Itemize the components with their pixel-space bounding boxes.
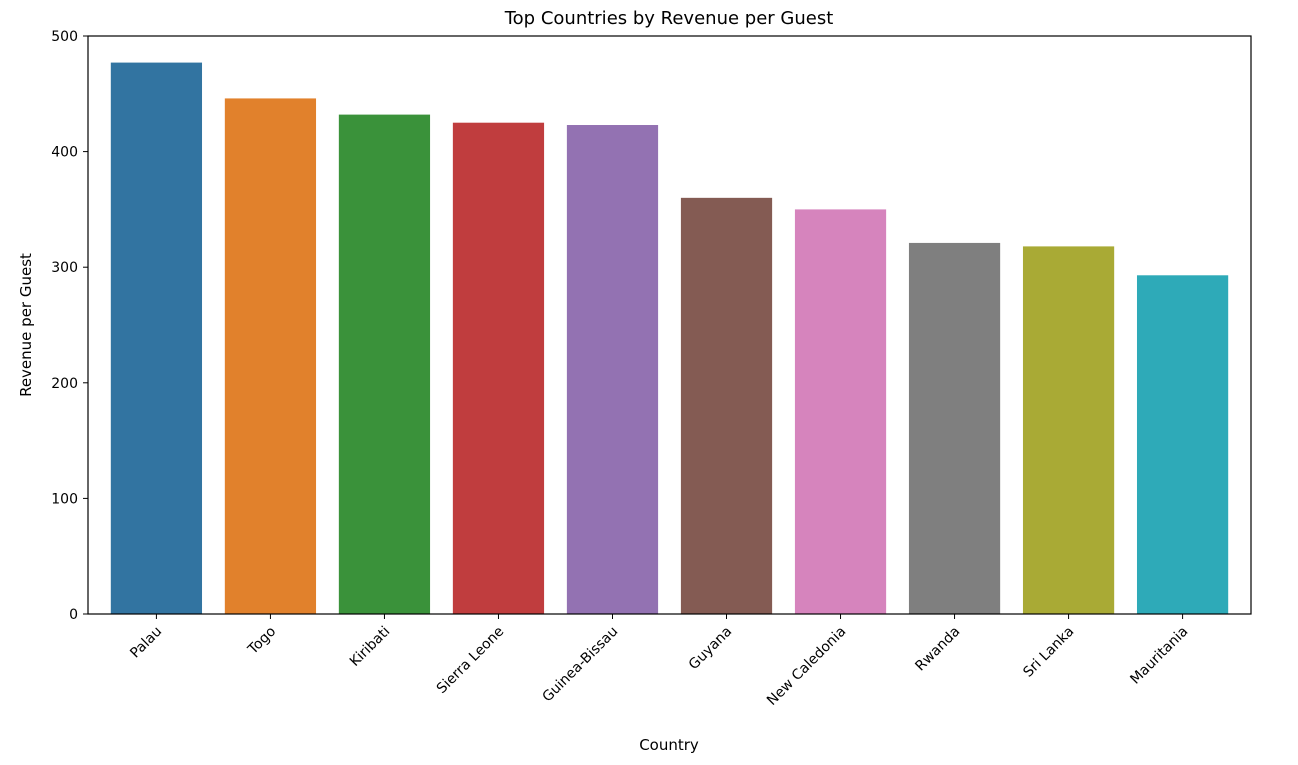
x-tick-label: Togo bbox=[244, 624, 279, 659]
y-tick-label: 500 bbox=[51, 29, 78, 45]
x-axis-label: Country bbox=[639, 736, 699, 754]
plot-frame bbox=[87, 35, 1252, 615]
y-axis: 0 100 200 300 400 500 bbox=[51, 29, 88, 623]
x-tick-label: Sri Lanka bbox=[1020, 624, 1077, 681]
bar-sierra-leone bbox=[452, 122, 545, 614]
x-tick-label: Sierra Leone bbox=[434, 624, 507, 697]
bar-togo bbox=[224, 98, 317, 614]
y-axis-label: Revenue per Guest bbox=[17, 253, 35, 397]
x-tick-label: Palau bbox=[127, 624, 165, 662]
y-tick-label: 0 bbox=[69, 607, 78, 623]
x-axis: Palau Togo Kiribati Sierra Leone Guinea-Biss… bbox=[127, 614, 1191, 709]
bar-mauritania bbox=[1136, 275, 1229, 614]
y-tick-label: 400 bbox=[51, 145, 78, 161]
x-tick-label: New Caledonia bbox=[764, 624, 849, 709]
y-tick-label: 200 bbox=[51, 376, 78, 392]
x-tick-label: Mauritania bbox=[1127, 624, 1191, 688]
y-tick-label: 300 bbox=[51, 260, 78, 276]
bar-kiribati bbox=[338, 114, 431, 614]
x-tick-label: Guyana bbox=[686, 624, 736, 674]
x-tick-label: Kiribati bbox=[347, 624, 393, 670]
y-tick-label: 100 bbox=[51, 491, 78, 507]
bar-rwanda bbox=[908, 242, 1001, 614]
chart-title: Top Countries by Revenue per Guest bbox=[504, 8, 834, 29]
bar-sri-lanka bbox=[1022, 246, 1115, 614]
x-tick-label: Guinea-Bissau bbox=[539, 624, 621, 706]
bar-guyana bbox=[680, 197, 773, 614]
x-tick-label: Rwanda bbox=[912, 624, 963, 675]
bar-guinea-bissau bbox=[566, 125, 659, 615]
bar-new-caledonia bbox=[794, 209, 887, 614]
bar-palau bbox=[110, 62, 203, 614]
bars-group bbox=[110, 62, 1229, 615]
